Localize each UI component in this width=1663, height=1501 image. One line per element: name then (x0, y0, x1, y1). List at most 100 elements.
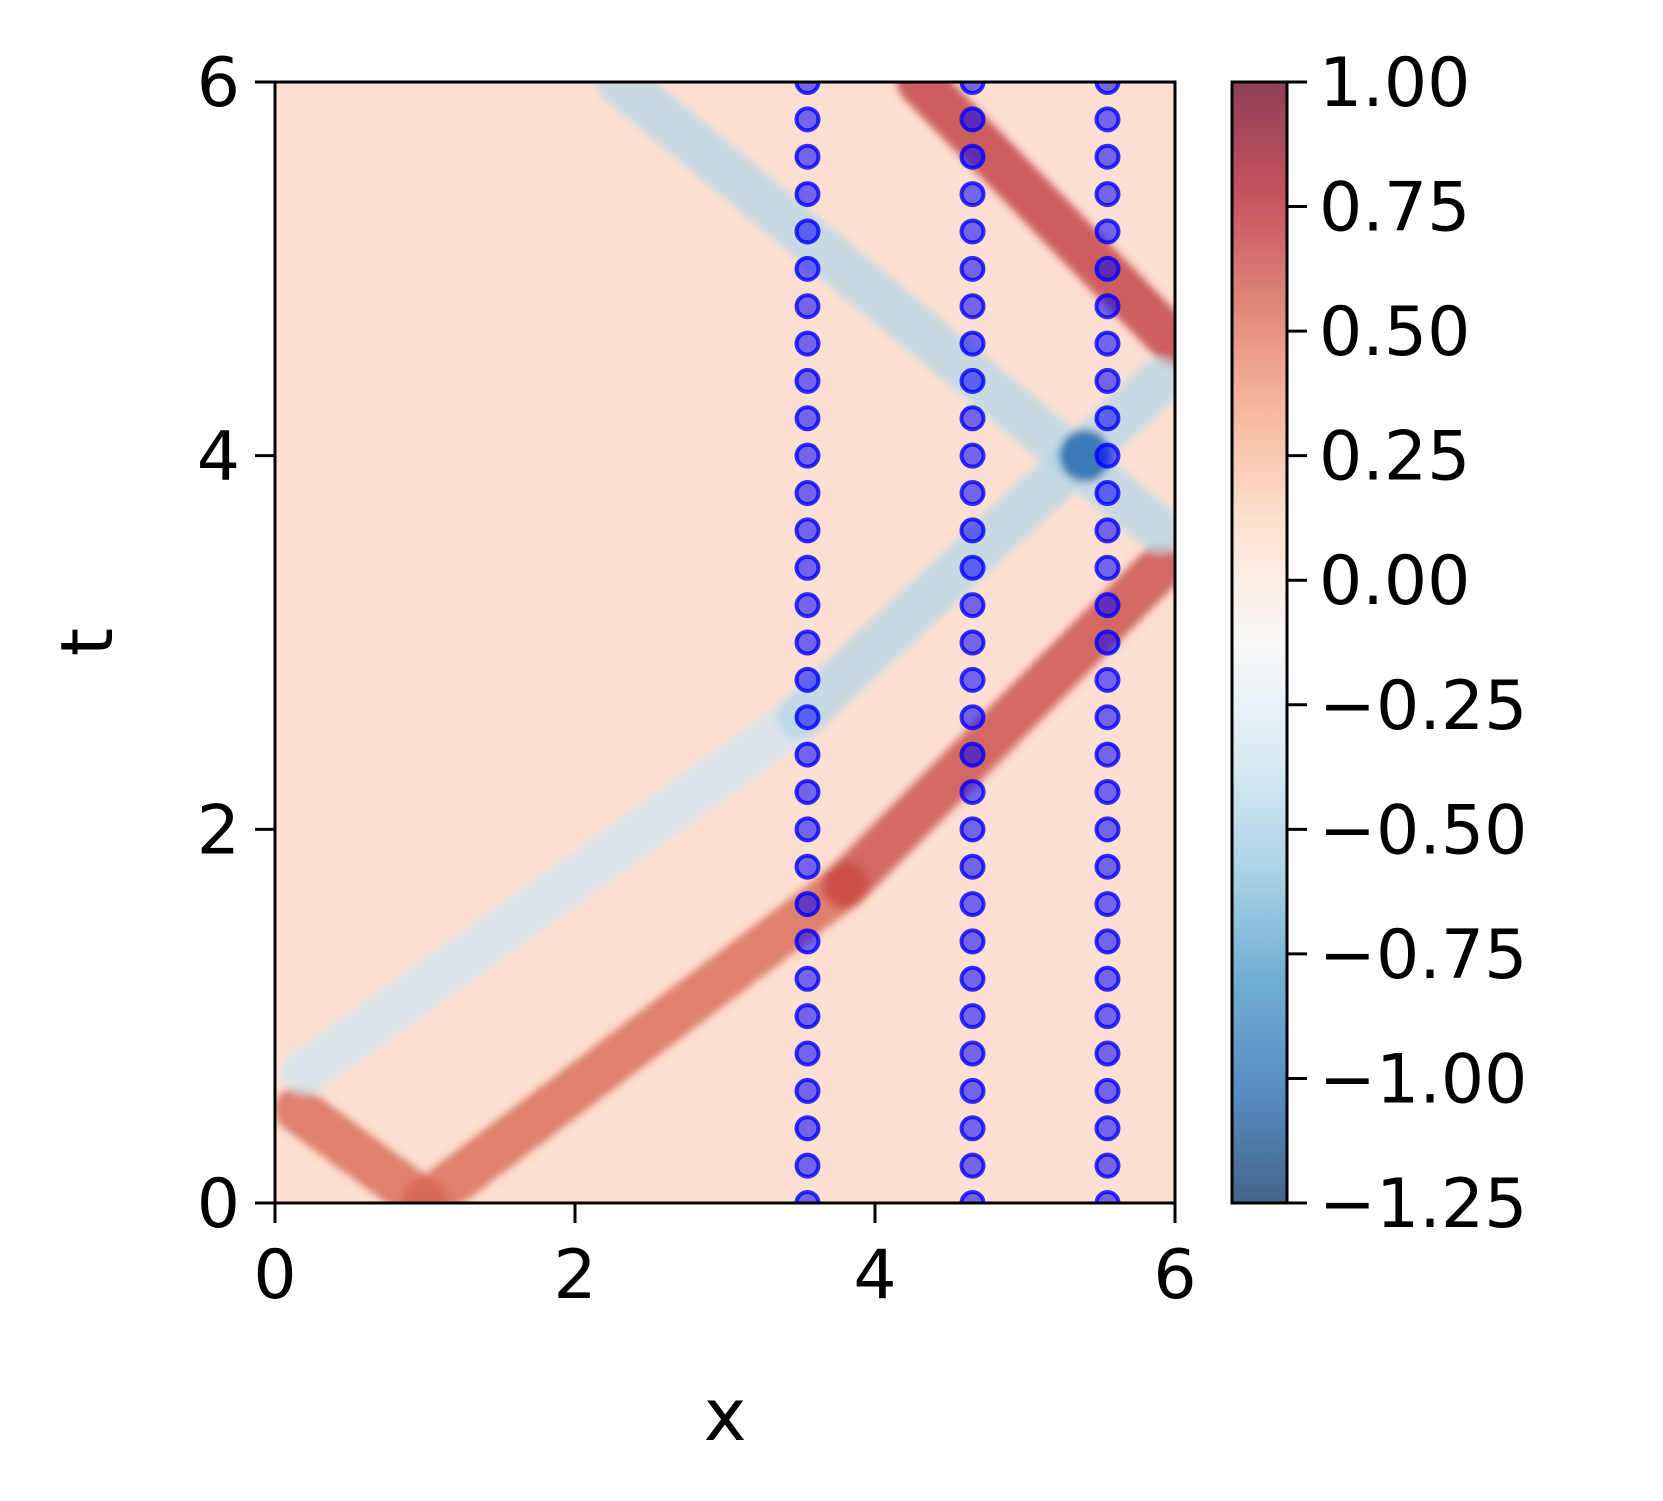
sensor-point (959, 1077, 986, 1104)
sensor-point (959, 405, 986, 432)
field-band (822, 544, 1175, 909)
sensor-point (1094, 1115, 1121, 1142)
sensor-point (1094, 1003, 1121, 1030)
colorbar-ticks: 1.00 0.75 0.50 0.25 0.00 −0.25 −0.50 −0.75 −1.00… (1287, 44, 1527, 1244)
x-tick-label: 6 (1153, 1236, 1196, 1315)
sensor-point (959, 1003, 986, 1030)
sensor-point (959, 778, 986, 805)
sensor-point (1094, 816, 1121, 843)
sensor-point (794, 816, 821, 843)
sensor-point (1094, 629, 1121, 656)
sensor-point (794, 965, 821, 992)
sensor-point (794, 629, 821, 656)
sensor-point (1094, 330, 1121, 357)
sensor-point (1094, 218, 1121, 245)
y-axis: 0 2 4 6 (197, 44, 275, 1244)
field-band (402, 862, 868, 1203)
sensor-point (794, 1040, 821, 1067)
sensor-point (794, 143, 821, 170)
sensor-point (1094, 181, 1121, 208)
colorbar-tick-label: 0.75 (1319, 169, 1470, 248)
y-tick-label: 6 (197, 44, 240, 123)
sensor-point (959, 330, 986, 357)
sensor-point (959, 367, 986, 394)
sensor-point (794, 853, 821, 880)
sensor-point (1094, 442, 1121, 469)
field-peak (1059, 429, 1111, 482)
colorbar-tick-label: −1.00 (1319, 1040, 1527, 1119)
sensor-point (959, 554, 986, 581)
sensor-point (1094, 554, 1121, 581)
sensor-point (794, 181, 821, 208)
sensor-point (794, 82, 821, 95)
colorbar-tick-label: −0.25 (1319, 667, 1527, 746)
sensor-point (1094, 480, 1121, 507)
sensor-point (959, 143, 986, 170)
sensor-point (794, 517, 821, 544)
sensor-point (959, 592, 986, 619)
colorbar-tick-label: 0.25 (1319, 418, 1470, 497)
colorbar-tick-label: −1.25 (1319, 1165, 1527, 1244)
plot-area (273, 80, 1177, 1205)
sensor-point (1094, 82, 1121, 95)
sensor-points (794, 82, 1121, 1203)
sensor-point (794, 480, 821, 507)
sensor-point (959, 704, 986, 731)
sensor-point (794, 255, 821, 282)
sensor-point (959, 666, 986, 693)
sensor-point (794, 330, 821, 357)
sensor-point (1094, 255, 1121, 282)
sensor-point (794, 741, 821, 768)
sensor-point (794, 704, 821, 731)
x-tick-label: 4 (853, 1236, 896, 1315)
sensor-point (959, 293, 986, 320)
sensor-point (794, 1003, 821, 1030)
colorbar-tick-label: 0.00 (1319, 542, 1470, 621)
sensor-point (794, 1115, 821, 1142)
sensor-point (1094, 367, 1121, 394)
sensor-point (1094, 891, 1121, 918)
sensor-point (959, 442, 986, 469)
y-tick-label: 0 (197, 1165, 240, 1244)
sensor-point (959, 965, 986, 992)
sensor-point (794, 106, 821, 133)
sensor-point (1094, 1077, 1121, 1104)
sensor-point (959, 1152, 986, 1179)
x-tick-label: 2 (553, 1236, 596, 1315)
y-axis-label: t (45, 628, 129, 656)
sensor-point (959, 891, 986, 918)
sensor-point (1094, 853, 1121, 880)
sensor-point (959, 1040, 986, 1067)
sensor-point (1094, 106, 1121, 133)
x-tick-label: 0 (253, 1236, 296, 1315)
colorbar-tick-label: −0.50 (1319, 791, 1527, 870)
sensor-point (1094, 928, 1121, 955)
colorbar-gradient (1230, 80, 1289, 1205)
sensor-point (959, 853, 986, 880)
sensor-point (1094, 517, 1121, 544)
sensor-point (959, 1190, 986, 1203)
colorbar-tick-label: 1.00 (1319, 44, 1470, 123)
sensor-point (959, 629, 986, 656)
sensor-point (794, 1077, 821, 1104)
sensor-point (794, 666, 821, 693)
sensor-point (794, 891, 821, 918)
sensor-point (794, 1190, 821, 1203)
sensor-point (1094, 965, 1121, 992)
colorbar: 1.00 0.75 0.50 0.25 0.00 −0.25 −0.50 −0.75 −1.00… (1230, 44, 1527, 1244)
colorbar-tick-label: 0.50 (1319, 293, 1470, 372)
sensor-point (794, 592, 821, 619)
sensor-point (959, 82, 986, 95)
field-background (275, 82, 1175, 1203)
sensor-point (794, 218, 821, 245)
sensor-point (959, 816, 986, 843)
sensor-point (1094, 778, 1121, 805)
sensor-point (794, 1152, 821, 1179)
sensor-point (1094, 143, 1121, 170)
colorbar-tick-label: −0.75 (1319, 916, 1527, 995)
sensor-point (1094, 666, 1121, 693)
sensor-point (1094, 1152, 1121, 1179)
heatmap-field (275, 82, 1175, 1203)
sensor-point (1094, 704, 1121, 731)
